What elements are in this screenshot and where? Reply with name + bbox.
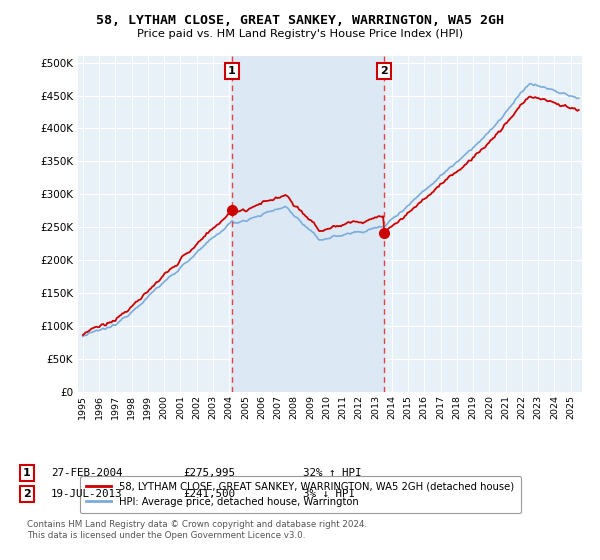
Legend: 58, LYTHAM CLOSE, GREAT SANKEY, WARRINGTON, WA5 2GH (detached house), HPI: Avera: 58, LYTHAM CLOSE, GREAT SANKEY, WARRINGT… [80, 476, 521, 513]
Text: 27-FEB-2004: 27-FEB-2004 [51, 468, 122, 478]
Bar [232, 56, 385, 392]
Text: 58, LYTHAM CLOSE, GREAT SANKEY, WARRINGTON, WA5 2GH: 58, LYTHAM CLOSE, GREAT SANKEY, WARRINGT… [96, 14, 504, 27]
Text: 1: 1 [228, 66, 236, 76]
Text: 1: 1 [23, 468, 31, 478]
Text: 2: 2 [380, 66, 388, 76]
Text: Contains HM Land Registry data © Crown copyright and database right 2024.
This d: Contains HM Land Registry data © Crown c… [27, 520, 367, 540]
Text: 32% ↑ HPI: 32% ↑ HPI [303, 468, 361, 478]
Text: 3% ↓ HPI: 3% ↓ HPI [303, 489, 355, 499]
Text: 2: 2 [23, 489, 31, 499]
Text: £275,995: £275,995 [183, 468, 235, 478]
Text: 19-JUL-2013: 19-JUL-2013 [51, 489, 122, 499]
Text: £241,500: £241,500 [183, 489, 235, 499]
Text: Price paid vs. HM Land Registry's House Price Index (HPI): Price paid vs. HM Land Registry's House … [137, 29, 463, 39]
